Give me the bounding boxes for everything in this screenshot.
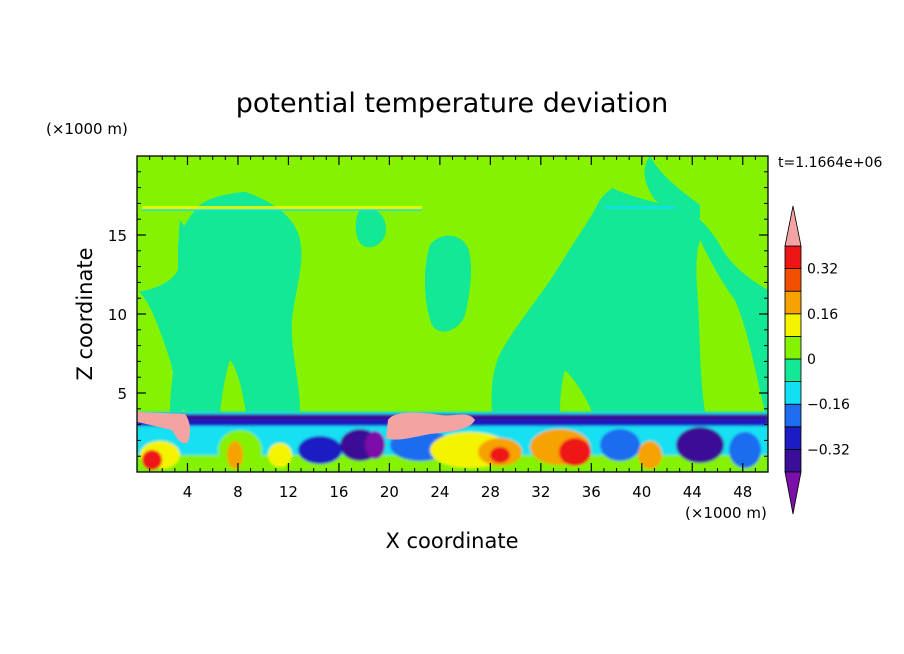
colorbar-tick-label: 0.32	[807, 262, 838, 278]
x-tick-label: 40	[632, 483, 651, 501]
x-tick-label: 12	[279, 483, 298, 501]
pink-patch-center	[386, 412, 475, 440]
colorbar-tick-label: 0.16	[807, 307, 838, 323]
cool-wedge-top	[644, 156, 700, 240]
warm-plume-top-right	[560, 156, 768, 290]
y-tick-label: 10	[108, 306, 127, 324]
cool-column-right	[572, 304, 599, 383]
x-tick-label: 8	[233, 483, 243, 501]
colorbar-box	[784, 448, 802, 473]
colorbar-box	[784, 290, 802, 315]
pink-patch-left	[137, 412, 191, 444]
x-tick-label: 4	[183, 483, 193, 501]
y-tick-label: 15	[108, 227, 127, 245]
x-tick-label: 20	[380, 483, 399, 501]
warm-plume-right-column	[696, 240, 765, 412]
colorbar-upper-cap	[784, 205, 802, 247]
x-tick-label: 24	[430, 483, 449, 501]
colorbar-box	[784, 313, 802, 337]
y-axis-label: Z coordinate	[73, 247, 97, 380]
x-axis: 4 8 12 16 20 24 28 32 36 40 44 48	[149, 156, 756, 501]
time-label: t=1.1664e+06	[778, 155, 882, 171]
cool-island-center	[424, 235, 472, 332]
y-unit-label: (×1000 m)	[46, 120, 128, 138]
colorbar-tick-label: −0.32	[807, 442, 850, 458]
upper-band-line-2	[142, 209, 422, 211]
colorbar-tick-label: 0	[807, 352, 816, 368]
x-tick-label: 28	[481, 483, 500, 501]
colorbar-tick-label: −0.16	[807, 397, 850, 413]
colorbar-box	[784, 426, 802, 450]
colorbar-box	[784, 268, 802, 292]
x-tick-label: 44	[683, 483, 702, 501]
cool-island-upper	[355, 208, 387, 248]
x-axis-label: X coordinate	[385, 529, 518, 553]
colorbar-box	[784, 335, 802, 360]
colorbar-lower-cap	[784, 471, 802, 515]
colorbar-box	[784, 403, 802, 428]
x-tick-label: 48	[733, 483, 752, 501]
x-tick-label: 36	[582, 483, 601, 501]
colorbar-box	[784, 381, 802, 405]
warm-streak-mid-right	[560, 370, 592, 412]
colorbar-box	[784, 358, 802, 383]
upper-band-line	[142, 206, 422, 210]
y-axis: 5 10 15	[108, 171, 768, 457]
colorbar-box	[784, 245, 802, 270]
warm-plume-upper	[180, 156, 650, 412]
warm-streak-mid-left	[220, 360, 246, 412]
x-tick-label: 16	[329, 483, 348, 501]
y-tick-label: 5	[117, 385, 127, 403]
colorbar: 0.32 0.16 0 −0.16 −0.32	[784, 205, 850, 515]
upper-band-line-right	[605, 206, 675, 209]
warm-plume-top-left	[137, 156, 380, 292]
cool-column-left	[170, 220, 212, 412]
x-unit-label: (×1000 m)	[685, 504, 767, 522]
contour-plot-area	[137, 156, 768, 472]
x-tick-label: 32	[531, 483, 550, 501]
chart-title: potential temperature deviation	[236, 88, 668, 119]
